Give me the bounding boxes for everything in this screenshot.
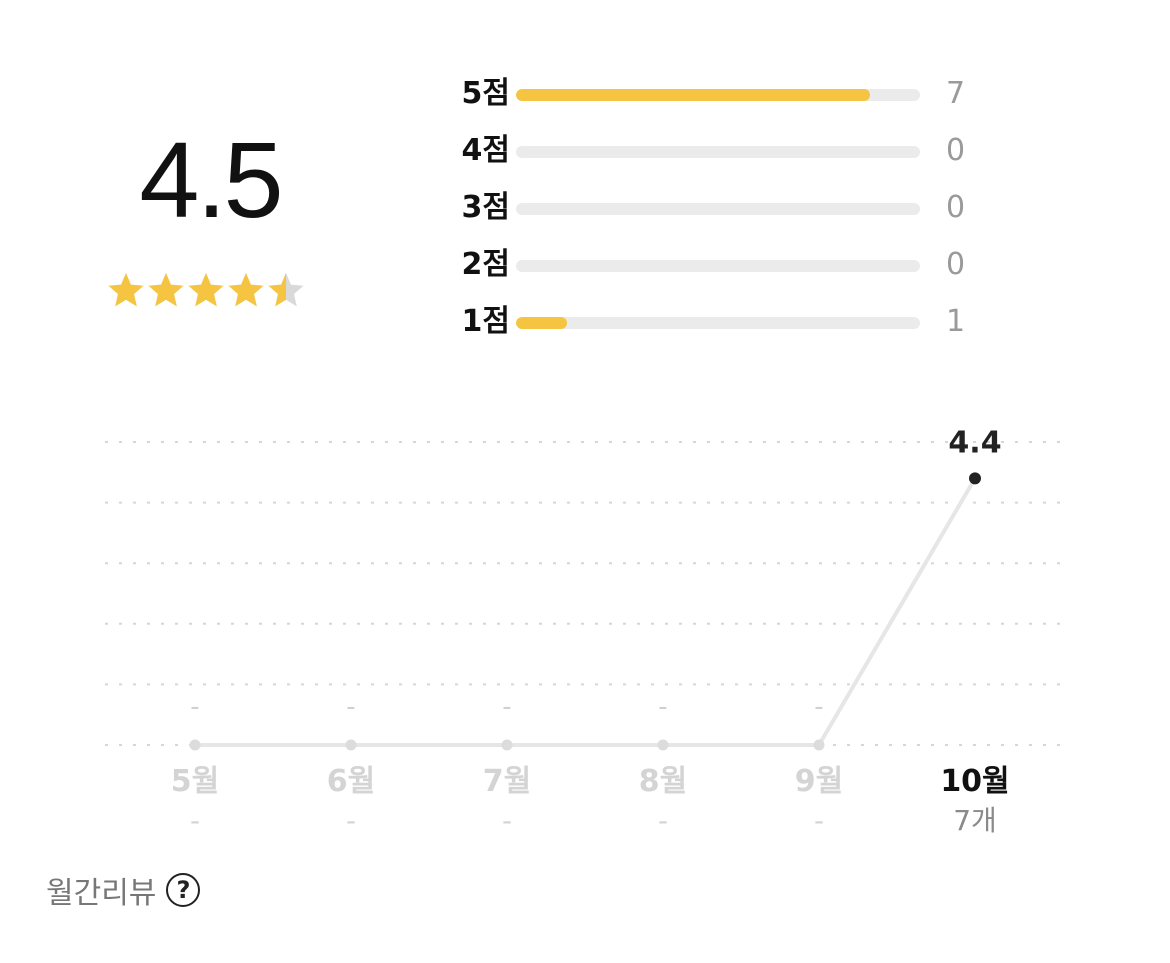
star-icon: [266, 270, 306, 310]
data-point-label: -: [190, 692, 199, 722]
distribution-count: 7: [946, 76, 966, 111]
star-icon: [106, 270, 146, 310]
month-label: 9월: [794, 764, 844, 799]
distribution-row-4: 4점 0: [420, 131, 980, 171]
distribution-count: 0: [946, 190, 966, 225]
month-review-count: -: [345, 804, 357, 837]
distribution-count: 1: [946, 304, 966, 339]
distribution-bar: [516, 89, 920, 101]
month-label: 8월: [638, 764, 688, 799]
month-column-9[interactable]: 9월 -: [759, 760, 879, 838]
distribution-bar-fill: [516, 317, 567, 329]
monthly-trend-chart: - - - - - 4.4: [105, 425, 1065, 751]
star-icon: [146, 270, 186, 310]
month-label: 6월: [326, 764, 376, 799]
distribution-label: 2점: [461, 247, 510, 282]
distribution-row-1: 1점 1: [420, 302, 980, 342]
data-point: [657, 739, 669, 751]
monthly-review-footer: 월간리뷰 ?: [46, 868, 201, 912]
distribution-bar: [516, 203, 920, 215]
month-review-count: -: [501, 804, 513, 837]
distribution-bar: [516, 260, 920, 272]
month-column-10[interactable]: 10월 7개: [915, 760, 1035, 838]
month-review-count: 7개: [953, 804, 997, 837]
data-point: [501, 739, 513, 751]
month-label: 5월: [170, 764, 220, 799]
distribution-bar: [516, 146, 920, 158]
data-point-label: -: [346, 692, 355, 722]
month-column-8[interactable]: 8월 -: [603, 760, 723, 838]
month-column-5[interactable]: 5월 -: [135, 760, 255, 838]
distribution-row-2: 2점 0: [420, 245, 980, 285]
question-help-icon[interactable]: ?: [166, 873, 201, 907]
data-point: [345, 739, 357, 751]
data-point: [813, 739, 825, 751]
data-point-label: -: [814, 692, 823, 722]
month-label: 7월: [482, 764, 532, 799]
star-rating: [106, 270, 306, 310]
distribution-label: 4점: [461, 133, 510, 168]
month-review-count: -: [657, 804, 669, 837]
monthly-review-label: 월간리뷰: [46, 876, 157, 911]
distribution-count: 0: [946, 133, 966, 168]
distribution-bar: [516, 317, 920, 329]
distribution-label: 3점: [461, 190, 510, 225]
data-point-label: -: [658, 692, 667, 722]
month-column-7[interactable]: 7월 -: [447, 760, 567, 838]
data-point: [969, 472, 981, 485]
month-label: 10월: [940, 764, 1010, 799]
star-icon: [226, 270, 266, 310]
distribution-bar-fill: [516, 89, 870, 101]
distribution-label: 5점: [461, 76, 510, 111]
data-point-label: 4.4: [948, 425, 1001, 460]
month-review-count: -: [189, 804, 201, 837]
distribution-label: 1점: [461, 304, 510, 339]
month-column-6[interactable]: 6월 -: [291, 760, 411, 838]
trend-line: [195, 477, 977, 747]
month-review-count: -: [813, 804, 825, 837]
distribution-row-5: 5점 7: [420, 74, 980, 114]
star-icon: [186, 270, 226, 310]
data-point-label: -: [502, 692, 511, 722]
distribution-count: 0: [946, 247, 966, 282]
data-point: [189, 739, 201, 751]
average-rating: 4.5: [139, 119, 283, 240]
distribution-row-3: 3점 0: [420, 188, 980, 228]
